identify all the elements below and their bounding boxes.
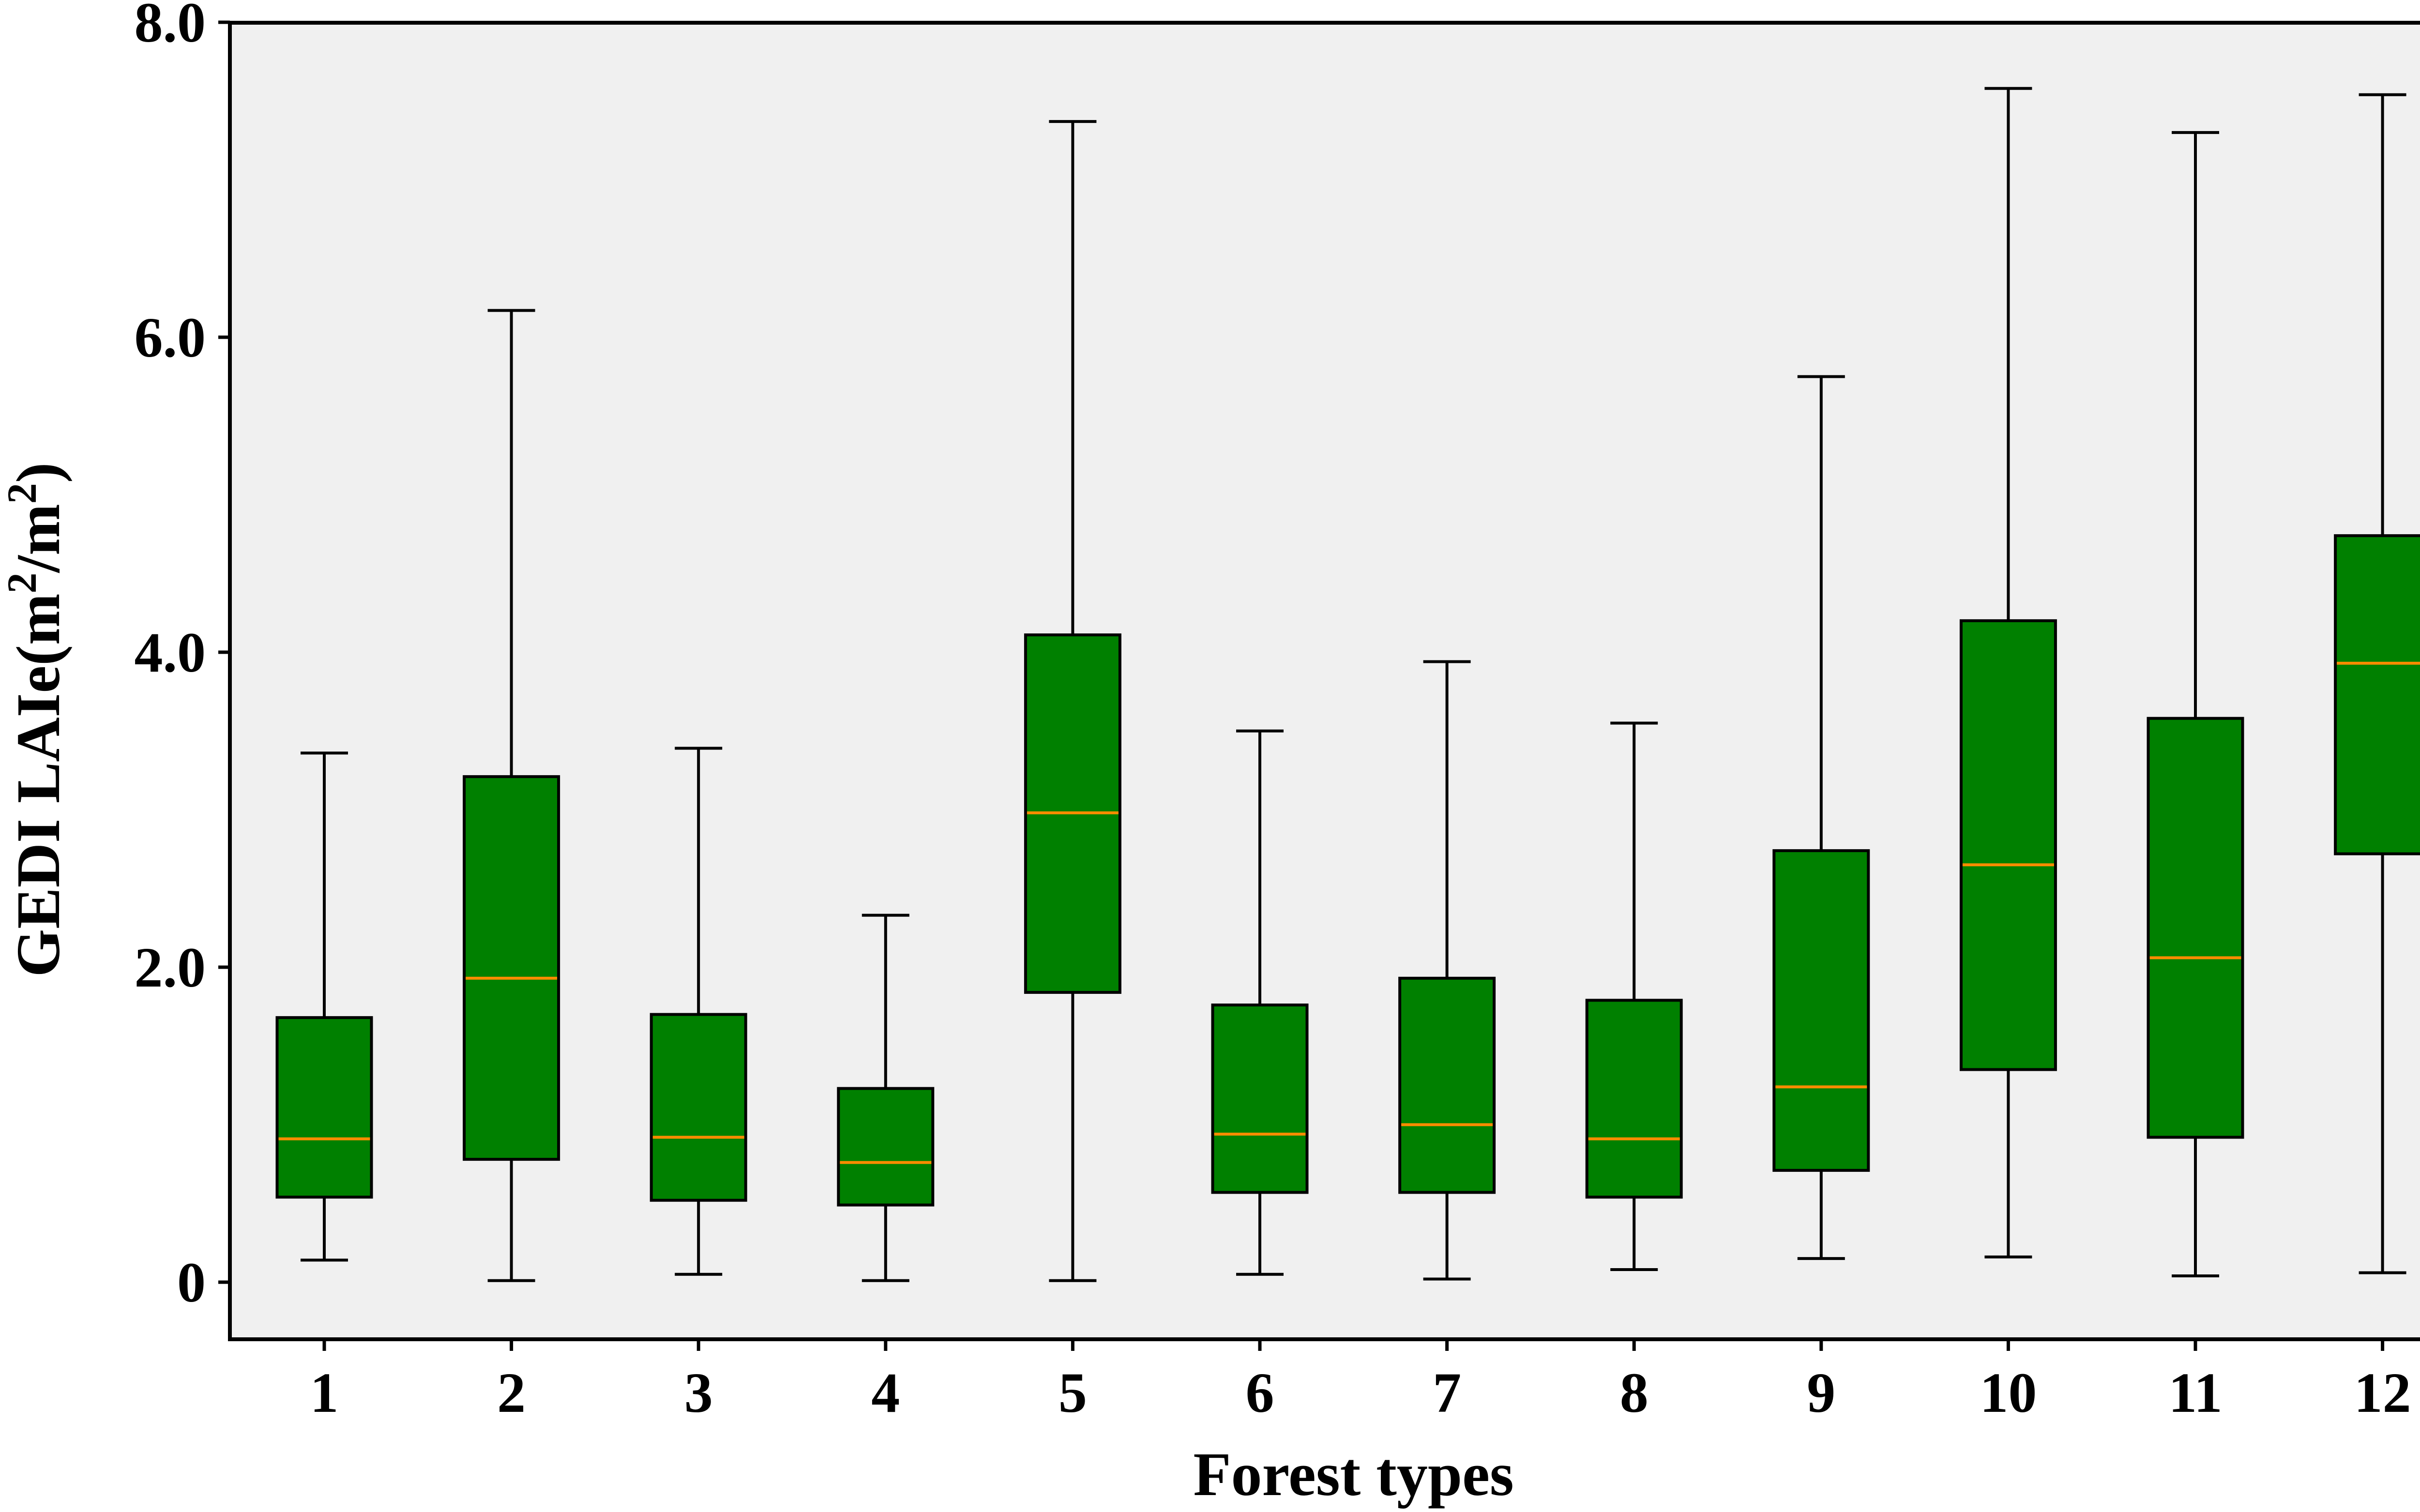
box-9 — [1772, 375, 1870, 1260]
plot-frame — [228, 21, 2420, 1341]
x-tick-label: 1 — [310, 1361, 339, 1424]
x-axis-title: Forest types — [1193, 1440, 1513, 1509]
x-tick-label: 9 — [1807, 1361, 1835, 1424]
x-tick-label: 8 — [1620, 1361, 1649, 1424]
y-axis-title-suffix: ) — [4, 463, 73, 483]
x-tick-label: 5 — [1059, 1361, 1087, 1424]
box-10 — [1959, 87, 2057, 1258]
box-3 — [650, 747, 747, 1276]
y-tick-label: 4.0 — [135, 621, 206, 684]
x-tick-label: 4 — [871, 1361, 900, 1424]
iqr-box — [1211, 1003, 1309, 1194]
y-tick-label: 2.0 — [135, 936, 206, 999]
x-tick-label: 11 — [2168, 1361, 2223, 1424]
iqr-box — [1772, 849, 1870, 1172]
box-12 — [2334, 93, 2420, 1274]
y-tick-label: 0 — [177, 1251, 206, 1314]
iqr-box — [1959, 619, 2057, 1071]
y-tick-label: 8.0 — [135, 0, 206, 54]
x-tick-label: 3 — [684, 1361, 713, 1424]
iqr-box — [650, 1013, 747, 1202]
x-tick-label: 10 — [1980, 1361, 2037, 1424]
y-axis-title-superscript-1: 2 — [0, 572, 45, 593]
box-1 — [275, 751, 373, 1262]
iqr-box — [1585, 999, 1683, 1199]
y-axis: 0 2.0 4.0 6.0 8.0 — [135, 0, 230, 1314]
x-tick-label: 6 — [1246, 1361, 1274, 1424]
box-7 — [1398, 660, 1496, 1281]
boxes-layer — [275, 87, 2420, 1282]
y-tick-label: 6.0 — [135, 306, 206, 369]
box-5 — [1024, 120, 1121, 1282]
box-4 — [837, 913, 935, 1282]
y-axis-title-superscript-2: 2 — [0, 483, 45, 504]
x-tick-label: 2 — [497, 1361, 526, 1424]
box-6 — [1211, 729, 1309, 1276]
box-2 — [463, 309, 560, 1282]
iqr-box — [837, 1087, 935, 1207]
iqr-box — [463, 775, 560, 1161]
y-axis-title: GEDI LAIe(m2/m2) — [0, 463, 73, 977]
y-axis-title-prefix: GEDI LAIe(m — [4, 593, 73, 977]
y-axis-title-middle: /m — [4, 504, 73, 573]
iqr-box — [1398, 976, 1496, 1194]
x-tick-label: 12 — [2354, 1361, 2411, 1424]
box-8 — [1585, 721, 1683, 1271]
x-tick-label: 7 — [1433, 1361, 1461, 1424]
iqr-box — [2334, 534, 2420, 855]
x-axis: 1 2 3 4 5 6 7 8 9 10 11 12 — [310, 1339, 2411, 1424]
iqr-box — [275, 1016, 373, 1199]
iqr-box — [2147, 717, 2244, 1139]
box-11 — [2147, 131, 2244, 1277]
